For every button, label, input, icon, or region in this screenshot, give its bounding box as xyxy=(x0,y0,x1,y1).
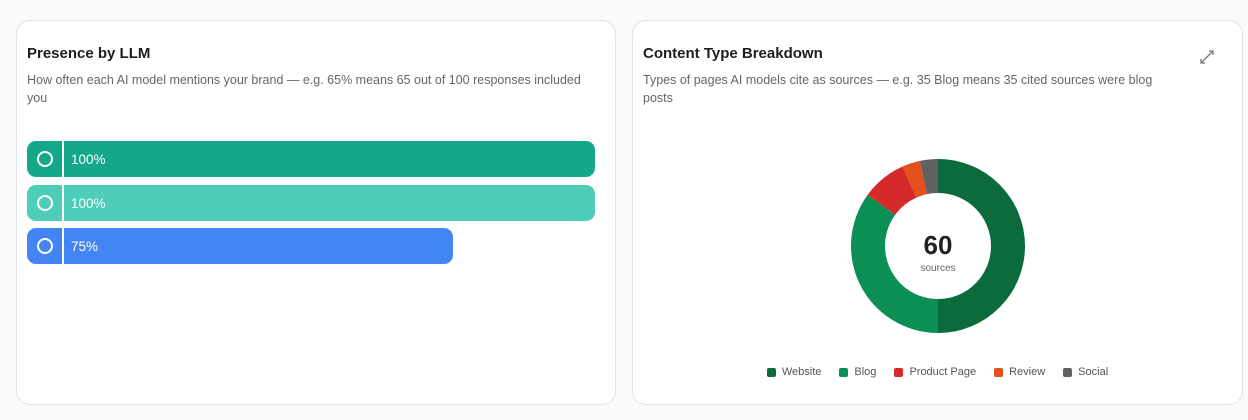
legend-item: Review xyxy=(994,366,1045,378)
legend-swatch xyxy=(1063,367,1073,377)
card-title: Content Type Breakdown xyxy=(643,45,823,62)
value-label: 100% xyxy=(71,152,106,167)
llm-icon xyxy=(37,151,53,167)
value-label: 75% xyxy=(71,239,98,254)
donut-segment xyxy=(851,194,938,333)
llm-icon xyxy=(37,238,53,254)
donut-segment xyxy=(867,166,917,215)
center-label: sources xyxy=(920,263,955,274)
legend-swatch xyxy=(894,367,904,377)
card: 100% 100% 75% Presence by LLM How often ea… xyxy=(16,20,616,405)
legend: Website Blog Product Page Review Social xyxy=(633,366,1242,378)
value-label: 100% xyxy=(71,196,106,211)
legend-swatch xyxy=(766,367,776,377)
bar xyxy=(27,228,453,264)
legend-label: Blog xyxy=(854,366,877,378)
legend-label: Product Page xyxy=(909,366,977,378)
donut-segment xyxy=(938,159,1025,333)
legend-item: Website xyxy=(766,366,822,378)
card-title: Presence by LLM xyxy=(27,45,151,62)
legend-item: Social xyxy=(1063,366,1108,378)
legend-label: Website xyxy=(781,366,822,378)
bar xyxy=(27,141,595,177)
bar-chart: 100% 100% 75% xyxy=(27,141,595,264)
donut-chart: 60 sources xyxy=(851,50,1214,333)
legend-swatch xyxy=(994,367,1004,377)
legend-swatch xyxy=(839,367,849,377)
legend-label: Review xyxy=(1009,366,1046,378)
center-value: 60 xyxy=(924,230,953,260)
card-subtitle: Types of pages AI models cite as sources… xyxy=(643,73,1153,105)
expand-icon[interactable] xyxy=(1200,50,1214,64)
card: 60 sources Content Type Breakdown Types o… xyxy=(632,20,1243,405)
card-subtitle: How often each AI model mentions your br… xyxy=(27,73,581,105)
legend-label: Social xyxy=(1078,366,1109,378)
bar xyxy=(27,185,595,221)
donut-segment xyxy=(919,159,938,195)
legend-item: Product Page xyxy=(894,366,976,378)
llm-icon xyxy=(37,195,53,211)
donut-segment xyxy=(902,160,927,198)
legend-item: Blog xyxy=(839,366,876,378)
